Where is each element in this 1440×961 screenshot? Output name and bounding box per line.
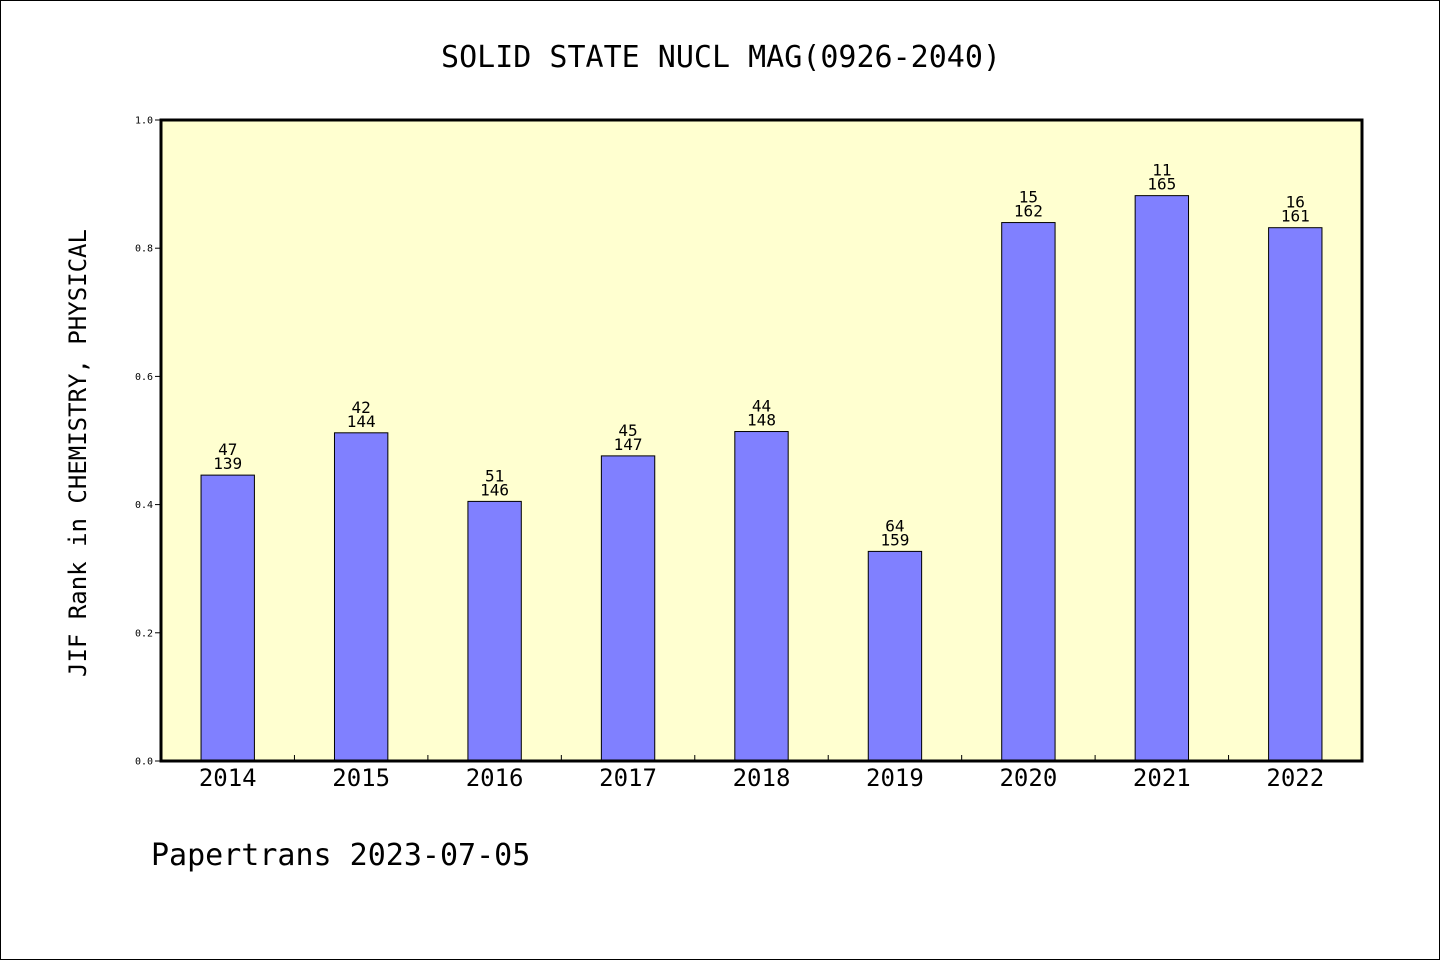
bar xyxy=(467,500,522,762)
bar-rank-label: 11 xyxy=(1152,161,1171,180)
bar-total-label: 165 xyxy=(1147,175,1176,194)
x-tick-label: 2020 xyxy=(999,764,1057,792)
bar-rank-label: 44 xyxy=(752,397,771,416)
x-tick-label: 2018 xyxy=(733,764,791,792)
y-tick-label: 0.2 xyxy=(135,628,153,639)
bar xyxy=(600,455,656,762)
bar-rank-label: 42 xyxy=(352,398,371,417)
bar-total-label: 146 xyxy=(480,480,509,499)
bar-total-label: 159 xyxy=(880,530,909,549)
plot-border xyxy=(159,118,1364,763)
bar xyxy=(867,550,923,762)
bar-rank-label: 47 xyxy=(218,440,237,459)
bar-total-label: 162 xyxy=(1014,202,1043,221)
bar xyxy=(734,431,789,762)
bar-rank-label: 15 xyxy=(1019,188,1038,207)
y-tick-label: 0.8 xyxy=(135,244,153,255)
bar xyxy=(333,432,389,762)
y-tick-label: 1.0 xyxy=(135,116,153,127)
bar-rank-label: 45 xyxy=(618,421,637,440)
x-tick-label: 2019 xyxy=(866,764,924,792)
bar xyxy=(1134,195,1190,762)
chart-title: SOLID STATE NUCL MAG(0926-2040) xyxy=(441,40,1001,75)
x-tick-label: 2016 xyxy=(466,764,524,792)
bar-total-label: 144 xyxy=(347,412,376,431)
bar xyxy=(1268,227,1323,762)
y-axis-label: JIF Rank in CHEMISTRY, PHYSICAL xyxy=(64,229,92,677)
bar-total-label: 139 xyxy=(213,454,242,473)
x-axis-ticks: 2014 2015 2016 2017 2018 2019 2020 2021 2022 xyxy=(199,755,1324,792)
bar-rank-label: 64 xyxy=(885,516,904,535)
y-tick-label: 0.4 xyxy=(135,500,153,511)
bar-total-label: 161 xyxy=(1281,207,1310,226)
bar-total-label: 148 xyxy=(747,411,776,430)
bar-rank-label: 16 xyxy=(1286,193,1305,212)
y-axis-ticks: 0.0 0.2 0.4 0.6 0.8 1.0 xyxy=(135,116,161,768)
bars-group xyxy=(200,195,1323,762)
x-tick-label: 2017 xyxy=(599,764,657,792)
bar-rank-label: 51 xyxy=(485,466,504,485)
x-tick-label: 2022 xyxy=(1266,764,1324,792)
bar xyxy=(1001,222,1056,762)
x-tick-label: 2014 xyxy=(199,764,257,792)
y-tick-label: 0.0 xyxy=(135,757,153,768)
bar-total-label: 147 xyxy=(614,435,643,454)
x-tick-label: 2015 xyxy=(332,764,390,792)
footer-text: Papertrans 2023-07-05 xyxy=(151,838,530,873)
x-tick-label: 2021 xyxy=(1133,764,1191,792)
y-tick-label: 0.6 xyxy=(135,372,153,383)
bar xyxy=(200,474,255,762)
